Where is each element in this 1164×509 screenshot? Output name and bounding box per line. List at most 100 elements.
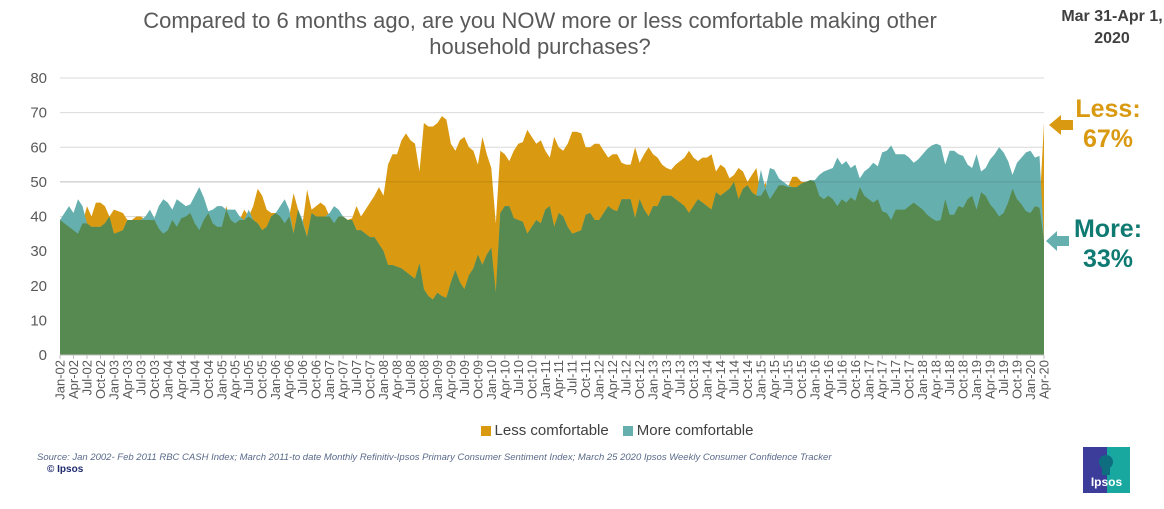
x-tick-label: Oct-03 xyxy=(147,360,162,399)
x-tick-label: Jan-17 xyxy=(861,360,876,400)
svg-text:Ipsos: Ipsos xyxy=(1091,475,1123,489)
series-area-overlap xyxy=(60,180,1044,355)
legend-swatch-more xyxy=(622,425,633,436)
x-tick-label: Jul-18 xyxy=(942,360,957,395)
x-tick-label: Apr-10 xyxy=(497,360,512,399)
y-tick-label: 70 xyxy=(30,105,47,122)
x-tick-label: Oct-05 xyxy=(255,360,270,399)
x-tick-label: Jul-08 xyxy=(403,360,418,395)
more-annotation-value: 33% xyxy=(1082,245,1134,273)
y-tick-label: 20 xyxy=(30,278,47,295)
x-tick-label: Jan-08 xyxy=(376,360,391,400)
x-tick-label: Jan-07 xyxy=(322,360,337,400)
y-tick-label: 60 xyxy=(30,139,47,156)
chart-areas xyxy=(59,116,1045,356)
survey-date: Mar 31-Apr 1, 2020 xyxy=(1060,6,1164,50)
x-tick-label: Oct-16 xyxy=(848,360,863,399)
x-tick-label: Oct-09 xyxy=(470,360,485,399)
chart-title: Compared to 6 months ago, are you NOW mo… xyxy=(90,8,990,60)
x-tick-label: Jan-12 xyxy=(592,360,607,400)
x-tick-label: Jul-03 xyxy=(133,360,148,395)
less-annotation-label: Less: xyxy=(1075,95,1141,123)
x-tick-label: Jul-06 xyxy=(295,360,310,395)
more-arrow-icon xyxy=(1046,231,1069,251)
x-tick-label: Jul-09 xyxy=(457,360,472,395)
y-tick-label: 30 xyxy=(30,243,47,260)
x-tick-label: Jan-10 xyxy=(484,360,499,400)
x-tick-label: Apr-19 xyxy=(983,360,998,399)
less-annotation-value: 67% xyxy=(1082,125,1134,153)
x-tick-label: Jan-15 xyxy=(753,360,768,400)
x-tick-label: Jul-12 xyxy=(619,360,634,395)
x-tick-label: Jul-05 xyxy=(241,360,256,395)
x-tick-label: Oct-08 xyxy=(416,360,431,399)
x-tick-label: Jan-16 xyxy=(807,360,822,400)
x-tick-label: Oct-13 xyxy=(686,360,701,399)
x-tick-label: Oct-06 xyxy=(309,360,324,399)
x-tick-label: Oct-04 xyxy=(201,360,216,399)
x-tick-label: Apr-12 xyxy=(605,360,620,399)
x-tick-label: Jan-04 xyxy=(160,360,175,400)
x-tick-label: Apr-04 xyxy=(174,360,189,399)
x-tick-label: Jan-14 xyxy=(700,360,715,400)
legend-item-less: Less comfortable xyxy=(480,422,609,439)
x-tick-label: Apr-18 xyxy=(929,360,944,399)
x-tick-label: Apr-02 xyxy=(66,360,81,399)
survey-date-line2: 2020 xyxy=(1094,30,1130,47)
x-tick-label: Jul-19 xyxy=(996,360,1011,395)
x-tick-label: Jan-09 xyxy=(430,360,445,400)
x-tick-label: Jan-06 xyxy=(268,360,283,400)
x-tick-label: Jul-14 xyxy=(726,360,741,395)
x-tick-label: Apr-20 xyxy=(1037,360,1052,399)
y-tick-label: 50 xyxy=(30,174,47,191)
x-tick-label: Jan-03 xyxy=(106,360,121,400)
x-tick-label: Oct-12 xyxy=(632,360,647,399)
x-tick-label: Jan-13 xyxy=(646,360,661,400)
x-tick-label: Apr-15 xyxy=(767,360,782,399)
x-tick-label: Jul-17 xyxy=(888,360,903,395)
x-tick-label: Apr-03 xyxy=(120,360,135,399)
x-tick-label: Apr-05 xyxy=(228,360,243,399)
legend: Less comfortable More comfortable xyxy=(0,422,1164,439)
y-axis: 0 10 20 30 40 50 60 70 80 xyxy=(30,70,47,364)
y-tick-label: 40 xyxy=(30,209,47,226)
x-tick-label: Jul-10 xyxy=(511,360,526,395)
y-tick-label: 0 xyxy=(39,347,47,364)
less-annotation: Less: 67% xyxy=(1068,94,1148,154)
x-tick-label: Oct-15 xyxy=(794,360,809,399)
legend-label-more: More comfortable xyxy=(636,422,754,439)
x-tick-label: Apr-07 xyxy=(336,360,351,399)
x-tick-label: Apr-14 xyxy=(713,360,728,399)
source-note: Source: Jan 2002- Feb 2011 RBC CASH Inde… xyxy=(37,452,832,463)
x-tick-label: Jan-20 xyxy=(1023,360,1038,400)
more-annotation-label: More: xyxy=(1073,215,1143,243)
x-tick-label: Oct-14 xyxy=(740,360,755,399)
chart-title-line2: household purchases? xyxy=(429,34,651,59)
x-tick-label: Apr-06 xyxy=(282,360,297,399)
y-tick-label: 10 xyxy=(30,312,47,329)
x-tick-label: Oct-19 xyxy=(1010,360,1025,399)
x-tick-label: Jan-19 xyxy=(969,360,984,400)
x-tick-label: Apr-11 xyxy=(551,360,566,398)
x-tick-label: Oct-18 xyxy=(956,360,971,399)
x-tick-label: Apr-09 xyxy=(443,360,458,399)
copyright: © Ipsos xyxy=(47,464,84,475)
x-tick-label: Oct-10 xyxy=(524,360,539,399)
x-tick-label: Jul-02 xyxy=(79,360,94,395)
x-axis: Jan-02Apr-02Jul-02Oct-02Jan-03Apr-03Jul-… xyxy=(53,355,1052,400)
x-tick-label: Apr-17 xyxy=(875,360,890,399)
y-tick-label: 80 xyxy=(30,70,47,87)
x-tick-label: Jan-11 xyxy=(538,360,553,399)
x-tick-label: Jul-04 xyxy=(187,360,202,395)
x-tick-label: Oct-17 xyxy=(902,360,917,399)
x-tick-label: Apr-16 xyxy=(821,360,836,399)
x-tick-label: Jan-05 xyxy=(214,360,229,400)
chart-title-line1: Compared to 6 months ago, are you NOW mo… xyxy=(143,8,937,33)
x-tick-label: Apr-08 xyxy=(389,360,404,399)
more-annotation: More: 33% xyxy=(1068,214,1148,274)
x-tick-label: Jul-16 xyxy=(834,360,849,395)
legend-label-less: Less comfortable xyxy=(494,422,609,439)
ipsos-logo: Ipsos xyxy=(1083,447,1130,493)
legend-swatch-less xyxy=(480,425,491,436)
x-tick-label: Oct-11 xyxy=(578,360,593,398)
